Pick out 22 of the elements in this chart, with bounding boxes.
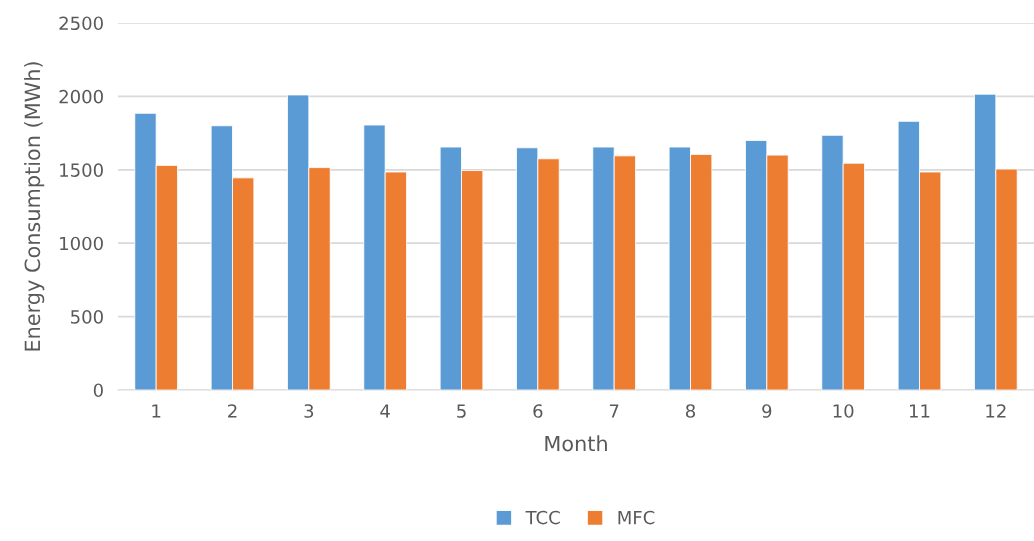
y-axis-title: Energy Consumption (MWh): [24, 62, 45, 351]
x-axis-title: Month: [545, 435, 607, 452]
legend-label: TCC: [525, 510, 560, 525]
x-tick-label: 12: [986, 404, 1006, 418]
x-tick-label: 1: [152, 404, 161, 418]
y-tick-label: 1500: [60, 163, 103, 177]
y-tick-label: 500: [71, 310, 103, 324]
x-tick-label: 2: [228, 404, 237, 418]
y-tick-label: 1000: [60, 236, 103, 251]
x-tick-label: 4: [380, 404, 390, 418]
x-tick-label: 11: [910, 404, 930, 418]
y-tick-label: 2000: [59, 89, 103, 104]
x-tick-label: 7: [609, 404, 619, 418]
x-tick-label: 5: [457, 404, 466, 418]
x-tick-label: 10: [833, 404, 854, 418]
y-tick-label: 2500: [59, 16, 103, 31]
x-tick-label: 9: [762, 404, 772, 418]
y-tick-label: 0: [93, 383, 103, 398]
x-tick-label: 8: [685, 404, 696, 418]
legend-label: MFC: [618, 510, 655, 525]
x-tick-label: 6: [533, 404, 543, 418]
x-tick-label: 3: [304, 404, 314, 418]
